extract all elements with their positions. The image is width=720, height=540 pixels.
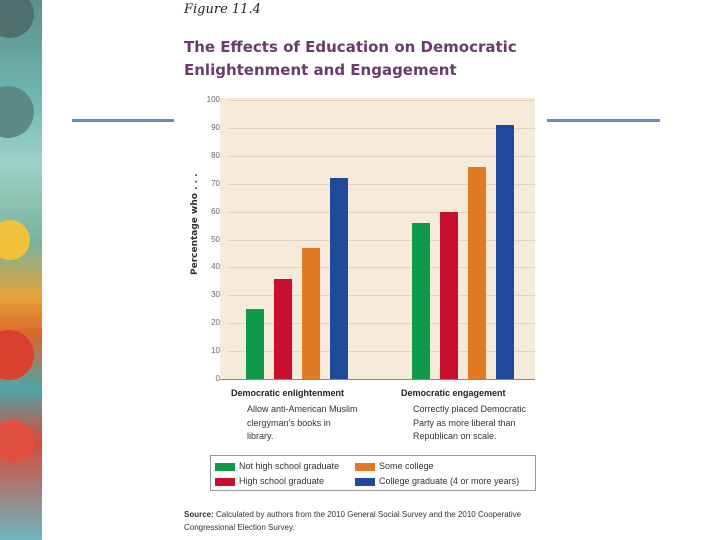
plot-area [220,98,535,379]
chart-title: The Effects of Education on Democratic E… [184,38,517,79]
figure-label: Figure 11.4 [184,2,261,17]
gridline [228,100,535,101]
y-tick-label: 50 [211,234,220,244]
bar [468,166,486,379]
gridline [228,351,535,353]
y-tick-label: 20 [211,318,220,328]
legend-swatch [215,462,235,471]
gridline [228,127,535,129]
category-description-enlightenment: Allow anti-American Muslim clergyman's b… [247,404,358,441]
y-tick-label: 30 [211,290,220,300]
bar [440,211,458,379]
accent-line-right [547,119,660,122]
legend-swatch [355,462,375,471]
x-axis-line [220,379,535,380]
legend-label: High school graduate [239,476,325,486]
legend-label: Some college [379,461,434,471]
legend-swatch [355,477,375,486]
gridline [228,267,535,269]
y-tick-label: 0 [215,374,220,383]
bar [330,178,348,379]
bar [246,309,264,379]
legend-item: High school graduate [215,476,324,487]
y-tick-label: 40 [211,262,220,272]
category-description-engagement: Correctly placed Democratic Party as mor… [413,404,527,441]
gridline [228,239,535,241]
bar [496,125,514,379]
source-label: Source: [184,510,214,519]
legend-item: Not high school graduate [215,461,339,472]
y-axis-label: Percentage who . . . [190,173,200,275]
decorative-side-art [0,0,42,540]
gridline [228,211,535,213]
gridline [228,323,535,325]
category-label-enlightenment: Democratic enlightenment [231,388,345,398]
decorative-circle [0,330,34,380]
legend-label: College graduate (4 or more years) [379,476,520,486]
y-tick-label: 90 [211,122,220,132]
decorative-circle [0,420,34,462]
decorative-circle [0,86,34,138]
category-label-engagement: Democratic engagement [401,388,506,398]
bar [412,222,430,379]
y-tick-label: 70 [211,178,220,188]
bar [274,278,292,379]
legend-swatch [215,477,235,486]
legend-label: Not high school graduate [239,461,340,471]
y-tick-label: 100 [206,95,220,104]
source-text: Calculated by authors from the 2010 Gene… [184,510,522,532]
source-note: Source: Calculated by authors from the 2… [184,508,544,534]
y-tick-label: 10 [211,346,220,356]
chart-legend: Not high school graduate High school gra… [210,455,536,491]
legend-item: Some college [355,461,434,472]
decorative-circle [0,220,30,260]
bar [302,247,320,379]
y-tick-label: 80 [211,150,220,160]
legend-item: College graduate (4 or more years) [355,476,519,487]
gridline [228,295,535,297]
y-tick-label: 60 [211,206,220,216]
gridline [228,183,535,185]
decorative-circle [0,0,34,38]
accent-line-left [72,119,174,122]
gridline [228,155,535,157]
